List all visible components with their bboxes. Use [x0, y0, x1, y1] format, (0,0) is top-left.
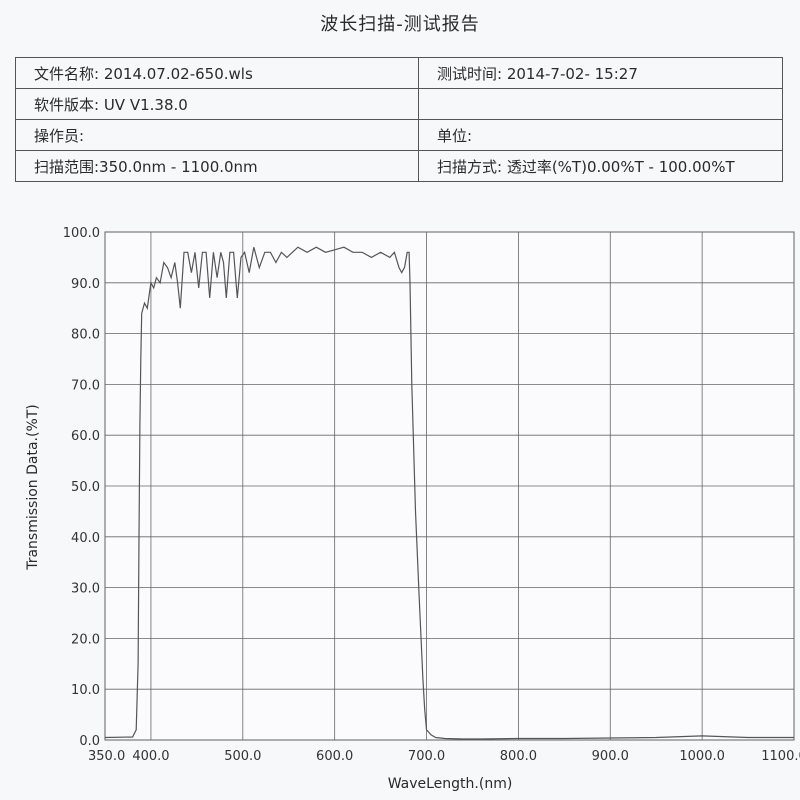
y-tick-label: 100.0: [63, 226, 100, 241]
info-row: 扫描范围:350.0nm - 1100.0nm 扫描方式: 透过率(%T)0.0…: [15, 150, 783, 182]
info-row: 操作员: 单位:: [15, 119, 783, 151]
x-tick-label: 900.0: [592, 749, 629, 764]
x-tick-label: 1000.0: [679, 749, 725, 764]
transmission-series-line: [104, 246, 794, 740]
y-tick-label: 0.0: [79, 734, 100, 749]
info-row: 软件版本: UV V1.38.0: [15, 88, 783, 120]
y-tick-label: 40.0: [71, 531, 100, 546]
info-row: 文件名称: 2014.07.02-650.wls 测试时间: 2014-7-02…: [15, 57, 783, 89]
unit: 单位:: [418, 119, 783, 151]
y-tick-label: 30.0: [71, 582, 100, 597]
x-tick-label: 600.0: [316, 749, 353, 764]
y-tick-label: 10.0: [71, 683, 100, 698]
test-time: 测试时间: 2014-7-02- 15:27: [418, 57, 783, 89]
x-tick-label: 1100.0: [761, 749, 800, 764]
y-axis-title: Transmission Data.(%T): [25, 404, 41, 570]
software-version: 软件版本: UV V1.38.0: [15, 88, 419, 120]
report-title: 波长扫描-测试报告: [320, 14, 480, 35]
x-tick-label: 800.0: [500, 749, 537, 764]
report-info-table: 文件名称: 2014.07.02-650.wls 测试时间: 2014-7-02…: [15, 57, 783, 182]
x-tick-label: 400.0: [132, 749, 169, 764]
y-tick-label: 80.0: [71, 328, 100, 343]
file-name: 文件名称: 2014.07.02-650.wls: [15, 57, 419, 89]
y-tick-label: 20.0: [71, 632, 100, 647]
y-tick-label: 70.0: [71, 378, 100, 393]
y-tick-label: 90.0: [71, 277, 100, 292]
x-axis-title: WaveLength.(nm): [387, 776, 513, 792]
x-tick-label: 700.0: [408, 749, 445, 764]
scan-range: 扫描范围:350.0nm - 1100.0nm: [15, 150, 419, 182]
x-tick-label: 500.0: [224, 749, 261, 764]
y-tick-label: 50.0: [71, 480, 100, 495]
scan-mode: 扫描方式: 透过率(%T)0.00%T - 100.00%T: [418, 150, 783, 182]
y-tick-label: 60.0: [71, 429, 100, 444]
x-tick-label: 350.0: [88, 749, 125, 764]
